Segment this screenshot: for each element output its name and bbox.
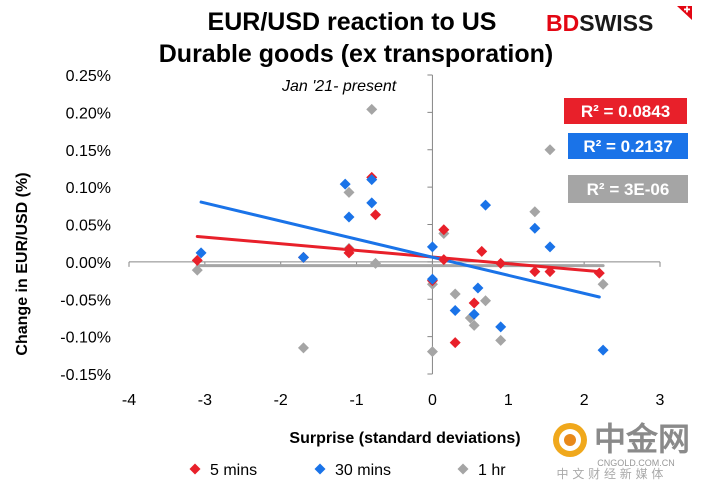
data-point bbox=[593, 267, 605, 279]
chart-subtitle: Jan '21- present bbox=[281, 78, 397, 95]
data-point bbox=[468, 319, 480, 331]
x-tick-label: -1 bbox=[349, 392, 363, 409]
x-tick-label: -2 bbox=[274, 392, 288, 409]
legend-label: 30 mins bbox=[335, 462, 391, 479]
y-tick-label: 0.05% bbox=[66, 218, 111, 235]
y-tick-label: 0.20% bbox=[66, 105, 111, 122]
data-point bbox=[597, 278, 609, 290]
chart-legend: 5 mins 30 mins 1 hr bbox=[189, 462, 506, 479]
trendline-0 bbox=[195, 234, 601, 274]
r-squared-labels: R² = 0.0843 R² = 0.2137 R² = 3E-06 bbox=[564, 98, 688, 203]
data-point bbox=[343, 243, 355, 255]
brand-logo: BDSWISS bbox=[546, 6, 692, 36]
data-point bbox=[297, 342, 309, 354]
data-point bbox=[370, 209, 382, 221]
data-point bbox=[544, 241, 556, 253]
y-tick-label: 0.10% bbox=[66, 180, 111, 197]
gold-coin-icon bbox=[553, 423, 587, 457]
chart-title-line2: Durable goods (ex transporation) bbox=[159, 40, 553, 68]
data-point bbox=[343, 211, 355, 223]
legend-marker bbox=[314, 463, 326, 475]
x-tick-label: -4 bbox=[122, 392, 136, 409]
data-point bbox=[297, 251, 309, 263]
data-point bbox=[597, 344, 609, 356]
r2-box bbox=[568, 133, 688, 159]
data-point bbox=[468, 308, 480, 320]
data-point bbox=[366, 197, 378, 209]
y-tick-label: 0.15% bbox=[66, 143, 111, 160]
brand-text-bd: BD bbox=[546, 10, 579, 36]
data-point bbox=[438, 224, 450, 236]
data-point bbox=[339, 178, 351, 190]
data-point bbox=[529, 222, 541, 234]
legend-label: 1 hr bbox=[478, 462, 506, 479]
trendlines bbox=[195, 200, 605, 299]
legend-marker bbox=[189, 463, 201, 475]
data-points bbox=[191, 103, 609, 358]
brand-text: BDSWISS bbox=[546, 10, 653, 36]
data-point bbox=[343, 186, 355, 198]
watermark: 中金网 CNGOLD.COM.CN 中 文 财 经 新 媒 体 bbox=[553, 420, 690, 481]
y-tick-label: -0.05% bbox=[60, 292, 111, 309]
y-tick-label: -0.10% bbox=[60, 330, 111, 347]
data-point bbox=[366, 174, 378, 186]
brand-text-swiss: SWISS bbox=[579, 10, 653, 36]
x-tick-label: -3 bbox=[198, 392, 212, 409]
r2-label: R² = 0.2137 bbox=[583, 137, 672, 156]
data-point bbox=[480, 199, 492, 211]
data-point bbox=[476, 245, 488, 257]
data-point bbox=[472, 282, 484, 294]
legend-label: 5 mins bbox=[210, 462, 257, 479]
axis-ticks: -4 -3 -2 -1 0 1 2 3 -0.15% -0.10% -0.05% 0.00% 0.05%… bbox=[60, 68, 664, 409]
data-point bbox=[191, 254, 203, 266]
plus-flag-icon bbox=[677, 6, 692, 20]
x-tick-label: 2 bbox=[580, 392, 589, 409]
x-tick-label: 3 bbox=[656, 392, 665, 409]
data-point bbox=[370, 257, 382, 269]
data-point bbox=[426, 273, 438, 285]
data-point bbox=[495, 334, 507, 346]
x-axis-title: Surprise (standard deviations) bbox=[289, 430, 520, 447]
data-point bbox=[449, 288, 461, 300]
data-point bbox=[191, 264, 203, 276]
watermark-tagline: 中 文 财 经 新 媒 体 bbox=[557, 466, 664, 481]
r2-label: R² = 0.0843 bbox=[581, 102, 670, 121]
r2-box bbox=[564, 98, 687, 124]
y-tick-label: 0.00% bbox=[66, 255, 111, 272]
data-point bbox=[438, 254, 450, 266]
data-point bbox=[426, 346, 438, 358]
r2-box bbox=[568, 175, 688, 203]
watermark-cn-text: 中金网 bbox=[594, 420, 690, 458]
trendline-1 bbox=[199, 200, 601, 299]
data-point bbox=[366, 103, 378, 115]
r2-label: R² = 3E-06 bbox=[587, 180, 670, 199]
chart-title-line1: EUR/USD reaction to US bbox=[208, 8, 497, 36]
watermark-domain: CNGOLD.COM.CN bbox=[597, 458, 675, 468]
data-point bbox=[468, 297, 480, 309]
data-point bbox=[544, 266, 556, 278]
x-tick-label: 1 bbox=[504, 392, 513, 409]
data-point bbox=[195, 247, 207, 259]
data-point bbox=[480, 295, 492, 307]
legend-marker bbox=[457, 463, 469, 475]
data-point bbox=[426, 241, 438, 253]
y-axis-title: Change in EUR/USD (%) bbox=[14, 172, 31, 355]
x-tick-label: 0 bbox=[428, 392, 437, 409]
data-point bbox=[495, 257, 507, 269]
data-point bbox=[495, 321, 507, 333]
y-tick-label: 0.25% bbox=[66, 68, 111, 85]
data-point bbox=[544, 144, 556, 156]
data-point bbox=[449, 304, 461, 316]
y-tick-label: -0.15% bbox=[60, 367, 111, 384]
data-point bbox=[529, 266, 541, 278]
data-point bbox=[529, 206, 541, 218]
data-point bbox=[449, 337, 461, 349]
